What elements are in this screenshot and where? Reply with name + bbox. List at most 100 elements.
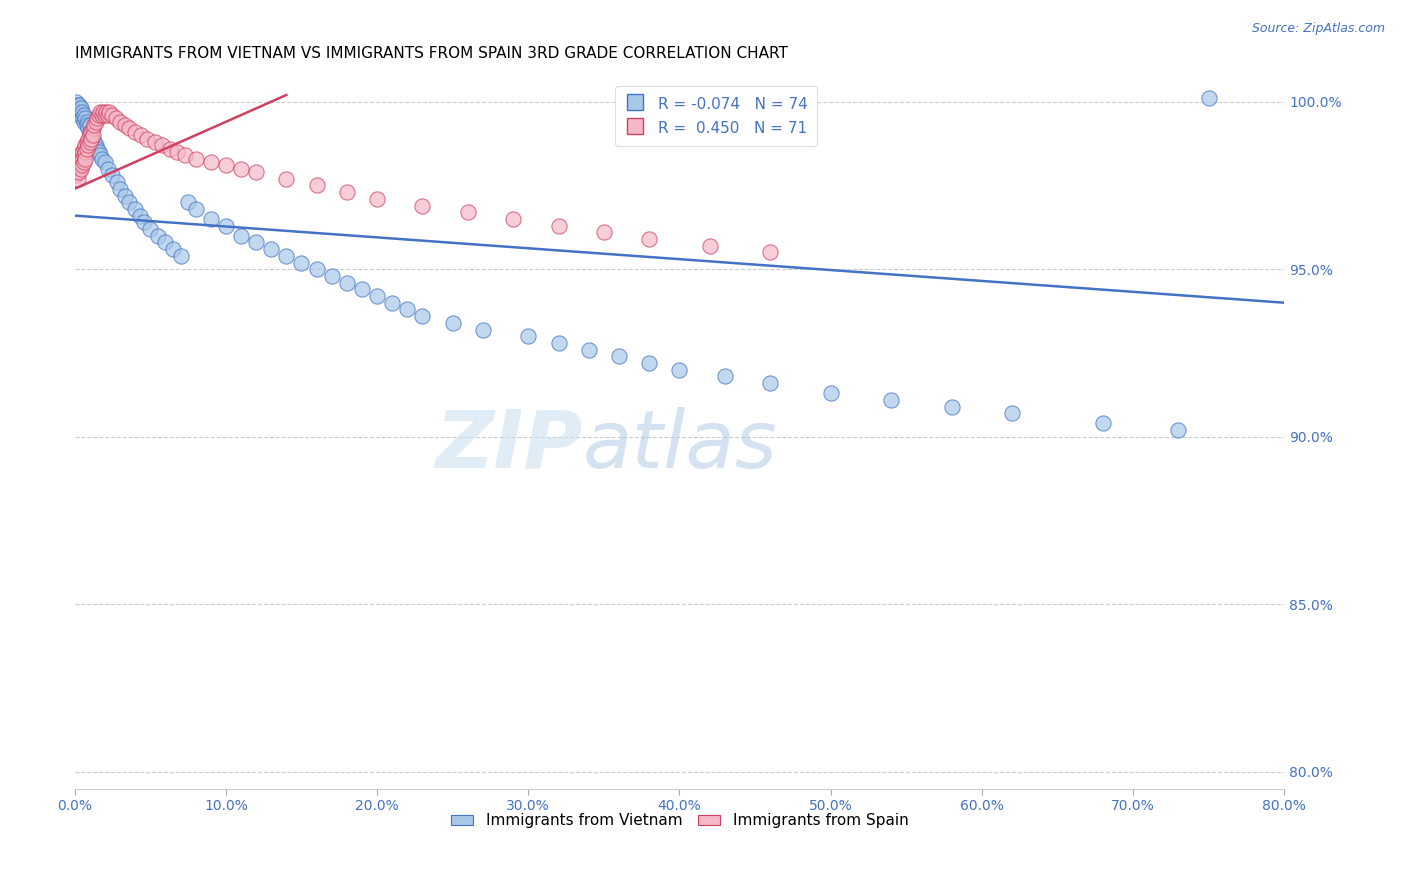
Point: [101, 169, 124, 183]
Text: ZIP: ZIP: [436, 407, 582, 485]
Point: [124, 202, 146, 216]
Point: [547, 335, 569, 350]
Point: [84, 115, 107, 129]
Point: [441, 316, 464, 330]
Point: [215, 158, 238, 172]
Point: [79, 118, 101, 132]
Point: [76, 142, 98, 156]
Point: [638, 232, 661, 246]
Point: [229, 161, 252, 176]
Point: [350, 282, 373, 296]
Point: [1167, 423, 1189, 437]
Point: [76, 118, 98, 132]
Point: [75, 145, 97, 159]
Point: [305, 262, 328, 277]
Point: [200, 211, 222, 226]
Point: [77, 138, 100, 153]
Point: [75, 138, 97, 153]
Point: [166, 145, 188, 159]
Point: [66, 98, 89, 112]
Point: [73, 148, 96, 162]
Point: [169, 249, 191, 263]
Point: [70, 145, 93, 159]
Point: [80, 125, 103, 139]
Point: [668, 362, 690, 376]
Point: [101, 108, 124, 122]
Point: [73, 108, 96, 122]
Point: [1198, 91, 1220, 105]
Point: [457, 205, 479, 219]
Point: [1091, 417, 1114, 431]
Point: [593, 225, 616, 239]
Point: [82, 128, 104, 143]
Point: [90, 108, 112, 122]
Point: [699, 239, 721, 253]
Point: [136, 131, 159, 145]
Point: [820, 386, 842, 401]
Point: [67, 98, 90, 112]
Point: [70, 104, 93, 119]
Point: [880, 392, 903, 407]
Point: [82, 131, 104, 145]
Point: [69, 108, 91, 122]
Point: [134, 215, 156, 229]
Point: [714, 369, 737, 384]
Point: [215, 219, 238, 233]
Point: [80, 128, 103, 143]
Point: [124, 125, 146, 139]
Point: [114, 118, 136, 132]
Point: [66, 102, 89, 116]
Text: IMMIGRANTS FROM VIETNAM VS IMMIGRANTS FROM SPAIN 3RD GRADE CORRELATION CHART: IMMIGRANTS FROM VIETNAM VS IMMIGRANTS FR…: [75, 46, 787, 62]
Point: [66, 171, 89, 186]
Point: [245, 235, 267, 250]
Point: [381, 295, 404, 310]
Point: [67, 104, 90, 119]
Point: [366, 289, 388, 303]
Point: [82, 121, 104, 136]
Point: [76, 135, 98, 149]
Point: [547, 219, 569, 233]
Point: [69, 155, 91, 169]
Point: [290, 255, 312, 269]
Point: [159, 142, 181, 156]
Point: [65, 95, 87, 109]
Point: [75, 152, 97, 166]
Text: atlas: atlas: [582, 407, 778, 485]
Point: [66, 165, 89, 179]
Point: [118, 195, 141, 210]
Legend: Immigrants from Vietnam, Immigrants from Spain: Immigrants from Vietnam, Immigrants from…: [444, 807, 914, 834]
Point: [607, 349, 630, 363]
Point: [79, 135, 101, 149]
Point: [89, 148, 111, 162]
Point: [638, 356, 661, 370]
Point: [69, 161, 91, 176]
Point: [70, 112, 93, 126]
Point: [70, 158, 93, 172]
Point: [79, 128, 101, 143]
Point: [305, 178, 328, 193]
Point: [366, 192, 388, 206]
Point: [411, 198, 433, 212]
Point: [87, 145, 110, 159]
Point: [276, 249, 298, 263]
Point: [83, 118, 105, 132]
Point: [67, 165, 90, 179]
Point: [83, 135, 105, 149]
Point: [411, 309, 433, 323]
Point: [65, 169, 87, 183]
Point: [98, 104, 121, 119]
Point: [118, 121, 141, 136]
Point: [321, 268, 343, 283]
Point: [941, 400, 963, 414]
Point: [66, 155, 89, 169]
Point: [150, 138, 173, 153]
Point: [79, 125, 101, 139]
Point: [139, 222, 162, 236]
Point: [229, 228, 252, 243]
Point: [84, 138, 107, 153]
Point: [97, 161, 120, 176]
Point: [245, 165, 267, 179]
Point: [69, 102, 91, 116]
Point: [86, 112, 108, 126]
Point: [517, 329, 540, 343]
